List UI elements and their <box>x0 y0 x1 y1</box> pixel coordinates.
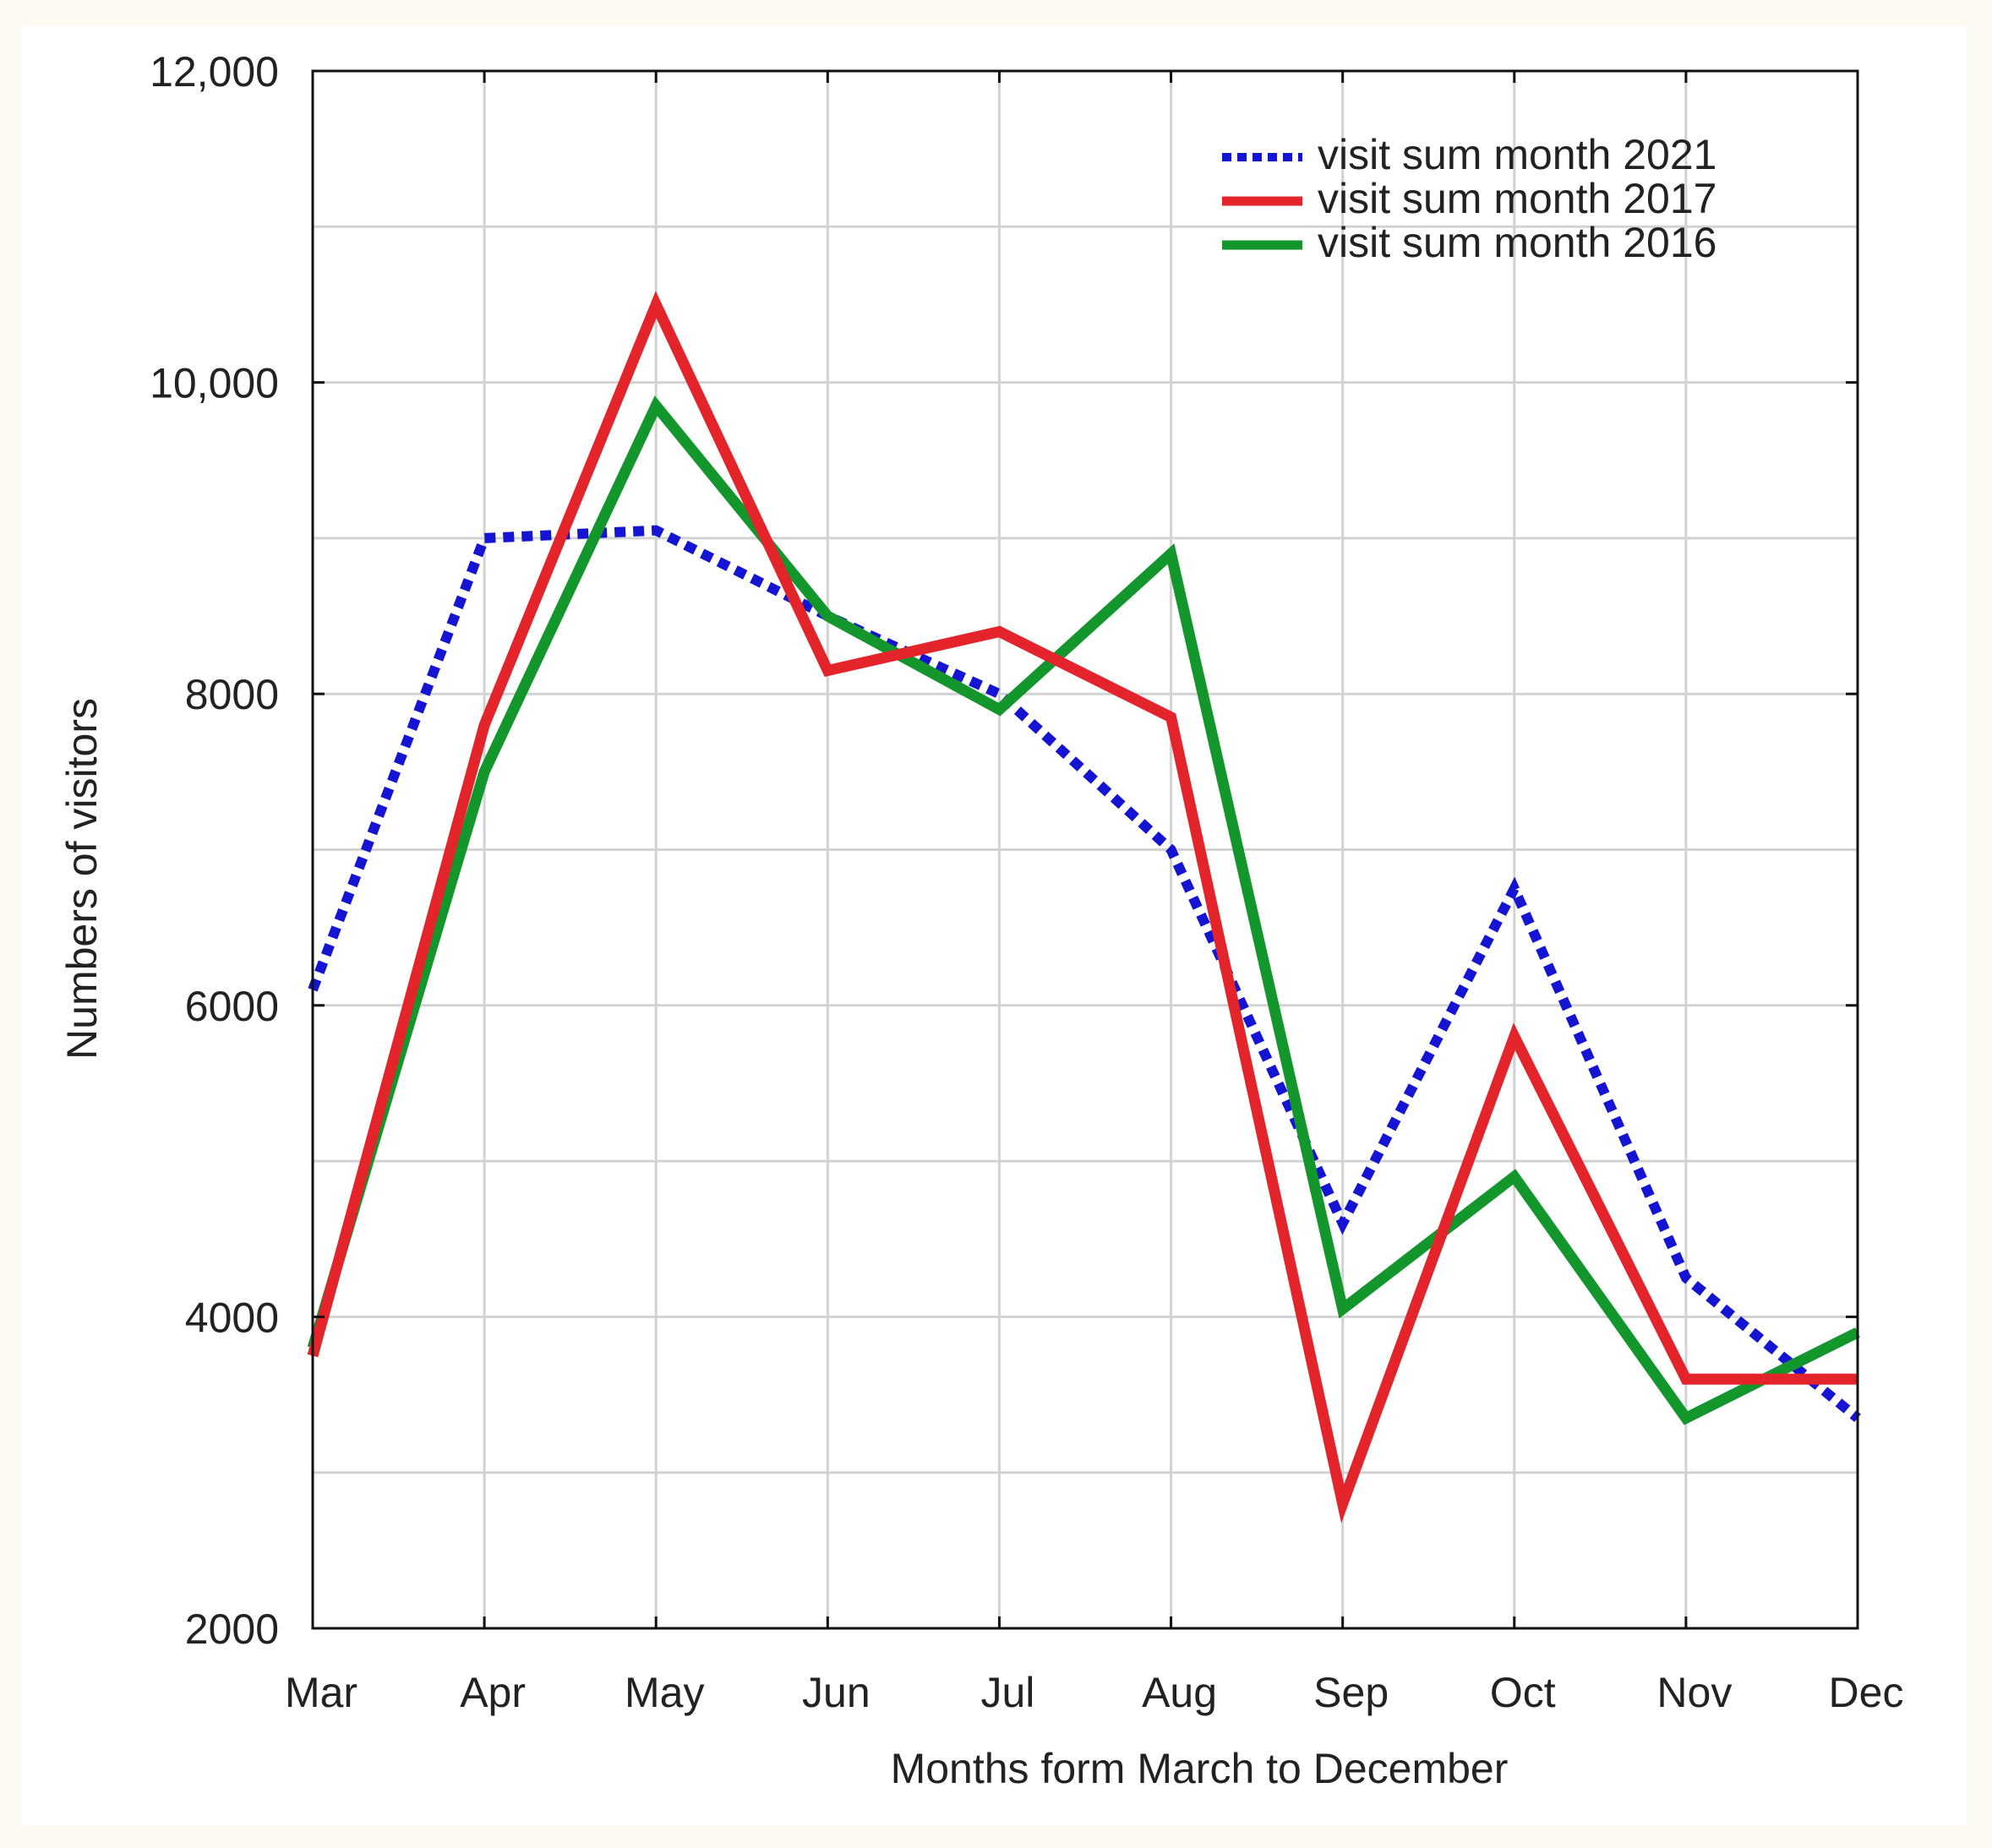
x-axis-label: Months form March to December <box>891 1745 1509 1792</box>
x-tick-label: May <box>625 1669 704 1716</box>
series-lines <box>307 291 1861 1524</box>
y-tick-labels: 2000 4000 6000 8000 10,000 12,000 <box>150 48 279 1653</box>
axis-ticks <box>311 69 1859 1630</box>
series-line-visit-sum-month-2017 <box>307 291 1858 1524</box>
x-tick-label: Nov <box>1656 1669 1732 1716</box>
y-tick-label: 10,000 <box>150 360 279 407</box>
x-tick-label: Aug <box>1142 1669 1217 1716</box>
series-line-visit-sum-month-2021 <box>308 525 1861 1422</box>
x-tick-label: Sep <box>1313 1669 1389 1716</box>
y-axis-label: Numbers of visitors <box>58 698 106 1060</box>
y-tick-label: 6000 <box>185 983 279 1030</box>
y-tick-label: 2000 <box>185 1605 279 1653</box>
x-tick-label: Jun <box>802 1669 870 1716</box>
y-tick-label: 12,000 <box>150 48 279 95</box>
legend-label: visit sum month 2021 <box>1318 131 1716 178</box>
x-tick-label: Dec <box>1829 1669 1904 1716</box>
legend-label: visit sum month 2017 <box>1318 175 1716 222</box>
gridlines <box>313 71 1858 1628</box>
line-chart: 2000 4000 6000 8000 10,000 12,000 Mar Apr May Ju… <box>58 48 1904 1792</box>
plot-border <box>311 69 1859 1630</box>
x-tick-label: Jul <box>980 1669 1034 1716</box>
x-tick-labels: Mar Apr May Jun Jul Aug Sep Oct Nov Dec <box>285 1669 1904 1716</box>
x-tick-label: Oct <box>1490 1669 1556 1716</box>
legend-label: visit sum month 2016 <box>1318 219 1716 266</box>
x-tick-label: Apr <box>460 1669 526 1716</box>
series-line-visit-sum-month-2016 <box>307 395 1860 1426</box>
x-tick-label: Mar <box>285 1669 357 1716</box>
chart-frame: 2000 4000 6000 8000 10,000 12,000 Mar Apr May Ju… <box>22 25 1966 1825</box>
y-tick-label: 4000 <box>185 1294 279 1341</box>
y-tick-label: 8000 <box>185 671 279 718</box>
